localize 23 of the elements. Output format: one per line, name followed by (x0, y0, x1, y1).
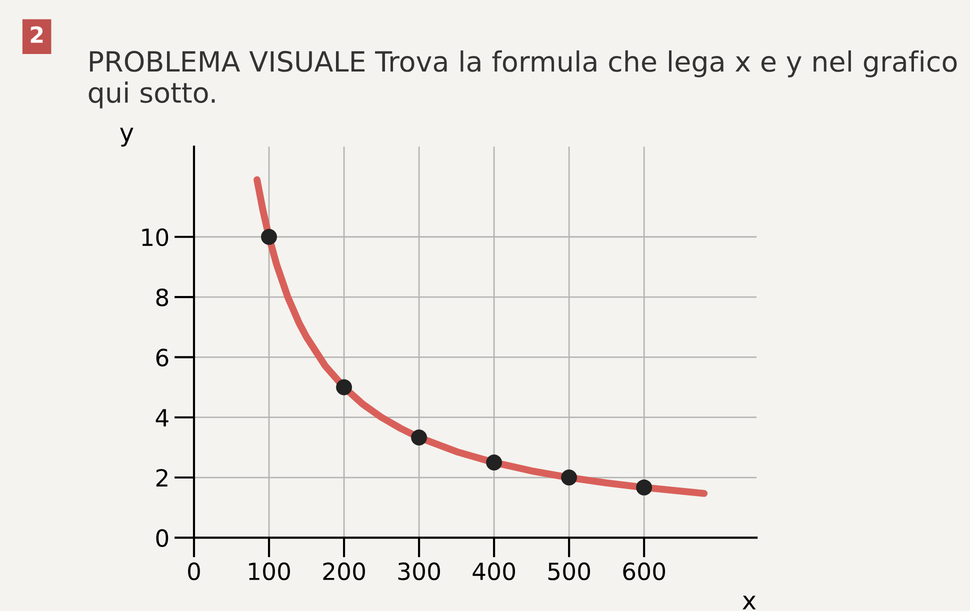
point (261, 228, 277, 245)
x-tick-label: 100 (249, 562, 290, 580)
x-tick-label: 500 (548, 562, 590, 580)
x-tick-label: 400 (472, 562, 516, 580)
point (411, 430, 428, 446)
x-tick-label: 600 (623, 562, 666, 580)
y-tick-label: 10 (142, 228, 168, 246)
point (636, 479, 652, 496)
point (561, 470, 578, 486)
y-tick-label: 8 (156, 288, 168, 306)
y-tick-label: 2 (156, 468, 168, 486)
chart-title: PROBLEMA VISUALE Trova la formula che lega x e y nel grafico qui sotto. (88, 50, 957, 108)
text: 2 (30, 26, 43, 43)
y-axis-title: y (120, 128, 134, 147)
y-tick-label: 6 (156, 348, 168, 367)
y-tick-label: 0 (156, 529, 168, 547)
point (486, 454, 502, 470)
x-tick-label: 200 (323, 562, 365, 580)
x-tick-label: 300 (398, 562, 440, 580)
x-tick-label: 0 (188, 562, 200, 580)
x-axis-title: x (742, 596, 756, 610)
point (336, 379, 352, 396)
y-tick-label: 4 (156, 409, 168, 426)
